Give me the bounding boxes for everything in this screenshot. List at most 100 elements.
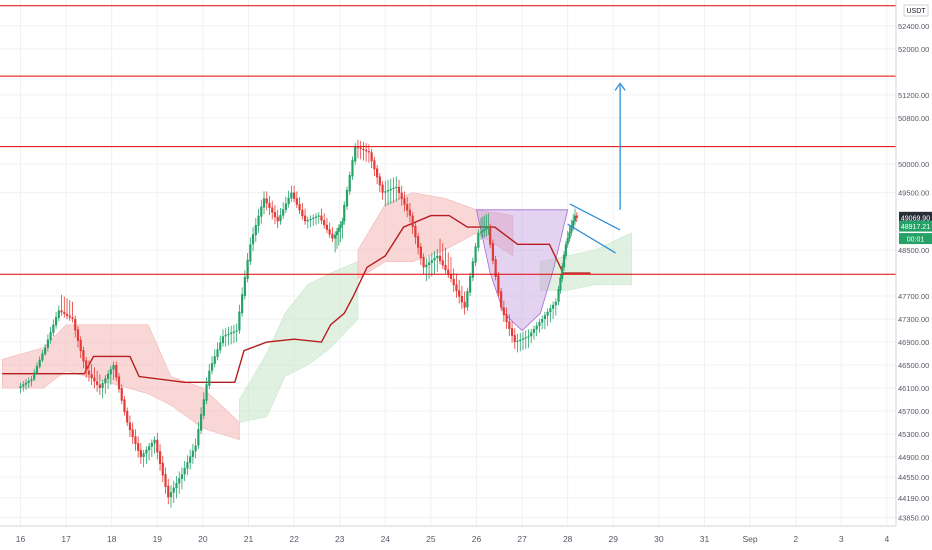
candle-body <box>367 151 370 153</box>
candle-body <box>30 379 33 382</box>
candle-body <box>460 296 464 303</box>
candle-body <box>82 350 85 362</box>
time-axis-tick-label: 31 <box>700 534 710 544</box>
time-axis-tick-label: 22 <box>289 534 299 544</box>
candle-body <box>521 338 525 340</box>
candle-body <box>175 483 178 489</box>
candle-body <box>430 260 433 263</box>
candle-body <box>205 384 208 401</box>
candle-body <box>458 290 461 297</box>
candle-body <box>335 231 339 236</box>
candle-body <box>282 209 285 216</box>
price-axis-tick-label: 45700.00 <box>898 407 929 416</box>
time-axis-panel[interactable] <box>0 526 896 550</box>
candle-body <box>235 330 238 332</box>
candle-body <box>293 192 296 199</box>
candle-body <box>76 329 80 341</box>
candle-body <box>483 229 486 231</box>
price-badge <box>899 211 932 223</box>
candle-body <box>134 436 137 444</box>
candle-body <box>85 360 88 371</box>
candle-body <box>323 220 326 226</box>
candle-body <box>306 220 309 222</box>
price-axis[interactable]: 43850.00 44190.00 44550.00 44900.00 45300.00… <box>898 22 929 523</box>
candle-body <box>538 322 541 326</box>
candle-body <box>441 260 444 266</box>
price-axis-tick-label: 52000.00 <box>898 45 929 54</box>
candle-body <box>477 232 480 248</box>
candle-body <box>414 225 417 238</box>
price-axis-tick-label: 51200.00 <box>898 91 929 100</box>
candle-body <box>554 301 557 306</box>
trend-annotations[interactable] <box>567 82 626 254</box>
candle-body <box>268 202 271 208</box>
candle-body <box>148 446 151 451</box>
candle-body <box>447 269 450 275</box>
channel-upper-line[interactable] <box>569 203 621 231</box>
chart-grid <box>0 0 896 526</box>
candle-body <box>232 331 236 333</box>
candle-body <box>362 148 365 151</box>
candle-body <box>497 275 500 294</box>
candle-body <box>452 278 455 286</box>
candle-body <box>213 356 216 364</box>
candle-body <box>19 386 22 389</box>
candle-body <box>375 168 379 178</box>
candle-body <box>406 204 409 211</box>
price-badge-label: 49069.90 <box>901 215 930 222</box>
candle-body <box>343 204 346 222</box>
channel-lower-line[interactable] <box>567 223 616 254</box>
price-badge <box>899 233 932 245</box>
candlestick-series <box>19 139 578 508</box>
candle-body <box>389 189 392 191</box>
candle-body <box>557 289 560 302</box>
candle-body <box>216 349 219 357</box>
candle-body <box>273 212 277 218</box>
candle-body <box>359 147 362 150</box>
candle-body <box>63 312 66 315</box>
candle-body <box>158 451 162 464</box>
time-axis-tick-label: 27 <box>517 534 527 544</box>
candle-body <box>41 353 44 361</box>
candle-body <box>54 317 58 326</box>
candle-body <box>301 209 304 217</box>
candle-body <box>156 439 159 453</box>
candle-body <box>433 257 436 261</box>
candle-body <box>120 388 123 401</box>
time-axis-tick-label: 18 <box>107 534 117 544</box>
candle-body <box>510 328 514 336</box>
time-axis-tick-label: 3 <box>839 534 844 544</box>
time-axis[interactable]: 16 17 18 19 20 21 22 23 24 25 26 27 28 29 30 31 Sep 2 3 4 <box>16 534 890 544</box>
target-arrow-head[interactable] <box>614 82 626 91</box>
candle-body <box>494 259 497 277</box>
candle-body <box>566 237 569 245</box>
candle-body <box>552 304 555 309</box>
candle-body <box>466 291 469 308</box>
candle-body <box>194 445 197 452</box>
candle-body <box>354 146 357 162</box>
candle-body <box>392 187 395 190</box>
time-axis-tick-label: 19 <box>153 534 163 544</box>
candle-body <box>257 215 260 226</box>
candle-body <box>109 369 112 375</box>
candle-body <box>471 261 474 278</box>
candle-body <box>112 365 115 370</box>
candle-body <box>254 225 257 236</box>
candle-body <box>161 462 164 476</box>
candle-body <box>38 359 41 367</box>
candle-body <box>328 229 331 235</box>
candle-body <box>505 314 508 323</box>
candle-body <box>303 215 307 222</box>
time-axis-tick-label: 28 <box>563 534 573 544</box>
candle-body <box>126 411 129 423</box>
price-axis-tick-label: 46900.00 <box>898 338 929 347</box>
candle-body <box>79 339 82 352</box>
ichimoku-cloud <box>1 192 632 441</box>
candle-body <box>436 255 439 259</box>
candle-body <box>191 450 194 458</box>
cloud-segment-red <box>1 324 240 441</box>
candle-body <box>572 220 575 228</box>
price-axis-panel[interactable] <box>896 0 932 550</box>
candle-body <box>337 227 340 232</box>
